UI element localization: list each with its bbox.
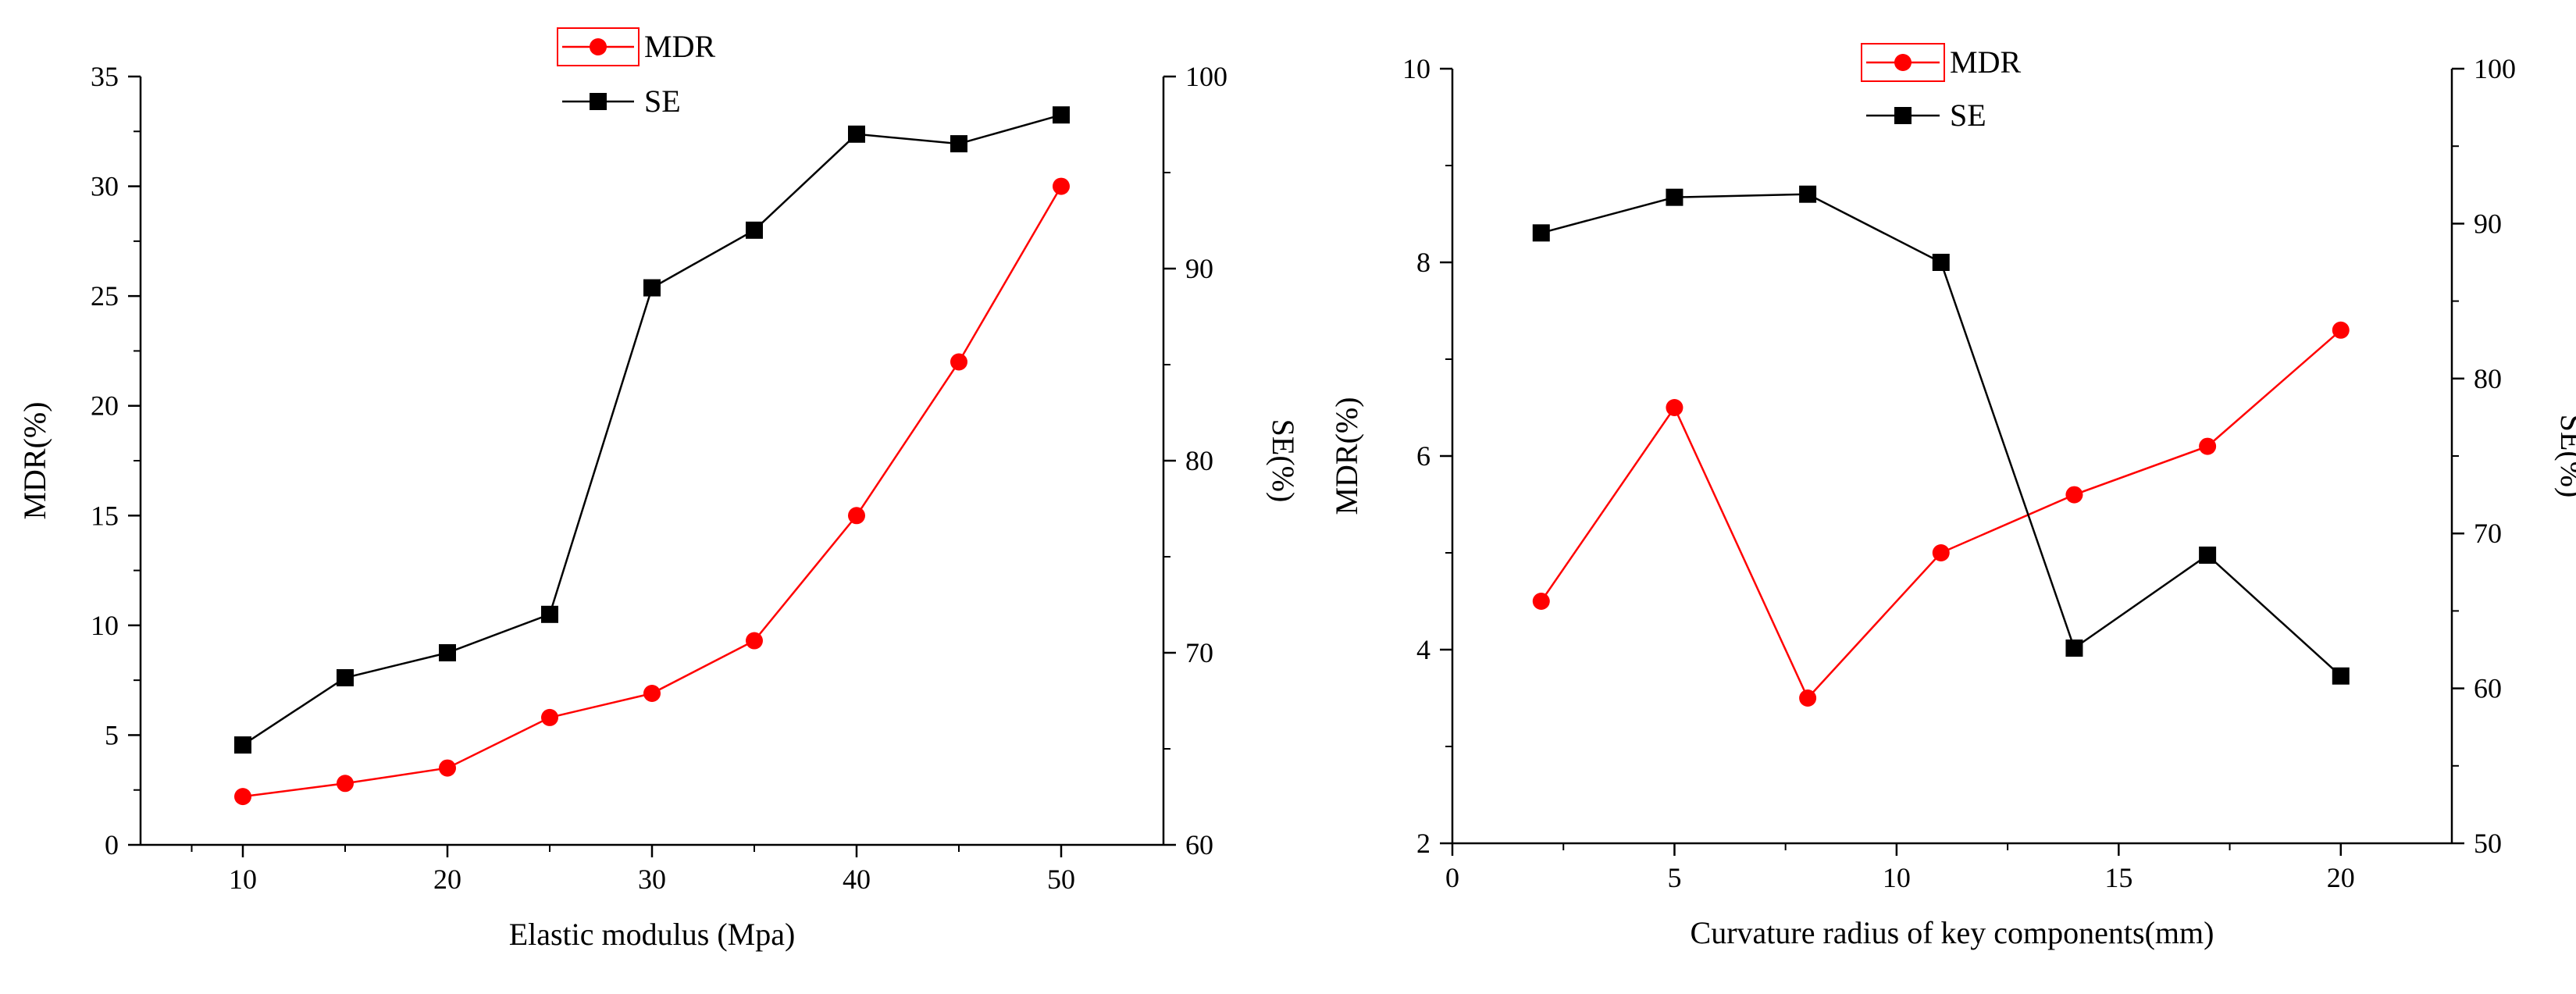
series-mdr bbox=[1532, 321, 2350, 707]
legend-se-marker bbox=[590, 93, 607, 110]
se-point bbox=[643, 279, 661, 297]
legend-mdr-marker bbox=[1894, 54, 1912, 71]
x-tick-label: 40 bbox=[843, 864, 871, 895]
right-y-axis-title: SE(%) bbox=[2554, 415, 2576, 498]
chart-curvature-radius: 0 5 10 15 20 2 4 6 8 10 50 60 70 80 90 100 Curvature rad… bbox=[1329, 43, 2576, 950]
se-point bbox=[1666, 188, 1683, 206]
se-point bbox=[541, 605, 558, 623]
x-tick-label: 5 bbox=[1667, 862, 1681, 893]
se-point bbox=[1053, 106, 1070, 124]
left-y-tick-label: 20 bbox=[91, 390, 119, 422]
legend-se-label: SE bbox=[644, 84, 681, 119]
se-point bbox=[2065, 640, 2083, 657]
legend-se-label: SE bbox=[1950, 98, 1986, 133]
mdr-point bbox=[1666, 399, 1683, 416]
right-y-tick-label: 90 bbox=[2474, 208, 2502, 239]
x-tick-label: 10 bbox=[229, 864, 257, 895]
right-y-tick-label: 50 bbox=[2474, 828, 2502, 859]
left-y-axis-title: MDR(%) bbox=[17, 401, 52, 519]
mdr-point bbox=[643, 685, 661, 703]
left-y-tick-label: 35 bbox=[91, 61, 119, 92]
se-point bbox=[2199, 546, 2217, 564]
right-y-tick-label: 70 bbox=[1185, 637, 1213, 668]
se-point bbox=[1932, 254, 1950, 271]
right-y-tick-label: 80 bbox=[1185, 445, 1213, 476]
mdr-point bbox=[950, 353, 967, 371]
mdr-point bbox=[1053, 177, 1070, 195]
legend: MDR SE bbox=[1861, 43, 2021, 133]
legend-se-marker bbox=[1894, 107, 1912, 124]
se-point bbox=[950, 135, 967, 153]
mdr-point bbox=[848, 507, 865, 525]
se-point bbox=[337, 668, 354, 686]
left-y-tick-label: 6 bbox=[1416, 440, 1431, 472]
right-y-tick-label: 60 bbox=[1185, 829, 1213, 860]
right-y-tick-label: 80 bbox=[2474, 363, 2502, 394]
mdr-point bbox=[2065, 486, 2083, 504]
legend-mdr-box bbox=[1861, 43, 1945, 82]
mdr-point bbox=[2199, 437, 2217, 455]
se-point bbox=[2332, 667, 2350, 685]
legend-mdr-label: MDR bbox=[1950, 45, 2021, 80]
series-se bbox=[1532, 185, 2350, 685]
legend-mdr-label: MDR bbox=[644, 29, 715, 64]
x-tick-label: 50 bbox=[1047, 864, 1075, 895]
se-point bbox=[234, 736, 251, 754]
x-axis-title: Elastic modulus (Mpa) bbox=[509, 917, 796, 952]
x-tick-label: 0 bbox=[1445, 862, 1459, 893]
series-se bbox=[234, 106, 1070, 754]
mdr-point bbox=[1799, 689, 1817, 707]
left-y-tick-label: 10 bbox=[1402, 53, 1431, 84]
left-y-tick-label: 0 bbox=[105, 829, 119, 860]
x-tick-label: 20 bbox=[433, 864, 461, 895]
x-tick-label: 15 bbox=[2104, 862, 2132, 893]
x-tick-label: 10 bbox=[1883, 862, 1911, 893]
mdr-point bbox=[541, 708, 558, 726]
right-y-tick-label: 100 bbox=[1185, 61, 1227, 92]
x-tick-label: 20 bbox=[2327, 862, 2355, 893]
left-y-tick-label: 4 bbox=[1416, 634, 1431, 665]
right-y-tick-label: 60 bbox=[2474, 673, 2502, 704]
se-point bbox=[746, 221, 763, 239]
legend-mdr-marker bbox=[590, 38, 607, 55]
mdr-point bbox=[234, 788, 251, 806]
legend: MDR SE bbox=[557, 27, 715, 119]
se-point bbox=[1799, 185, 1817, 203]
chart-elastic-modulus: 10 20 30 40 50 0 5 10 15 20 25 30 35 60 70 80 90 100 Elast… bbox=[17, 27, 1301, 952]
right-y-tick-label: 90 bbox=[1185, 253, 1213, 284]
mdr-point bbox=[1932, 544, 1950, 561]
mdr-point bbox=[337, 775, 354, 793]
left-y-tick-label: 8 bbox=[1416, 247, 1431, 278]
left-y-tick-label: 15 bbox=[91, 500, 119, 531]
right-y-tick-label: 70 bbox=[2474, 518, 2502, 549]
right-y-tick-label: 100 bbox=[2474, 53, 2516, 84]
left-y-tick-label: 5 bbox=[105, 719, 119, 750]
mdr-point bbox=[746, 632, 763, 650]
series-mdr bbox=[234, 177, 1070, 806]
se-point bbox=[1532, 224, 1550, 242]
legend-mdr-box bbox=[557, 27, 640, 66]
mdr-point bbox=[2332, 321, 2350, 339]
se-point bbox=[439, 644, 456, 661]
left-y-tick-label: 30 bbox=[91, 171, 119, 202]
mdr-point bbox=[439, 759, 456, 777]
left-y-tick-label: 10 bbox=[91, 610, 119, 641]
left-y-tick-label: 2 bbox=[1416, 828, 1431, 859]
x-tick-label: 30 bbox=[638, 864, 666, 895]
right-y-axis-title: SE(%) bbox=[1266, 419, 1301, 503]
left-y-tick-label: 25 bbox=[91, 280, 119, 312]
se-point bbox=[848, 125, 865, 143]
left-y-axis-title: MDR(%) bbox=[1329, 397, 1364, 515]
mdr-point bbox=[1532, 593, 1550, 610]
x-axis-title: Curvature radius of key components(mm) bbox=[1691, 915, 2214, 950]
